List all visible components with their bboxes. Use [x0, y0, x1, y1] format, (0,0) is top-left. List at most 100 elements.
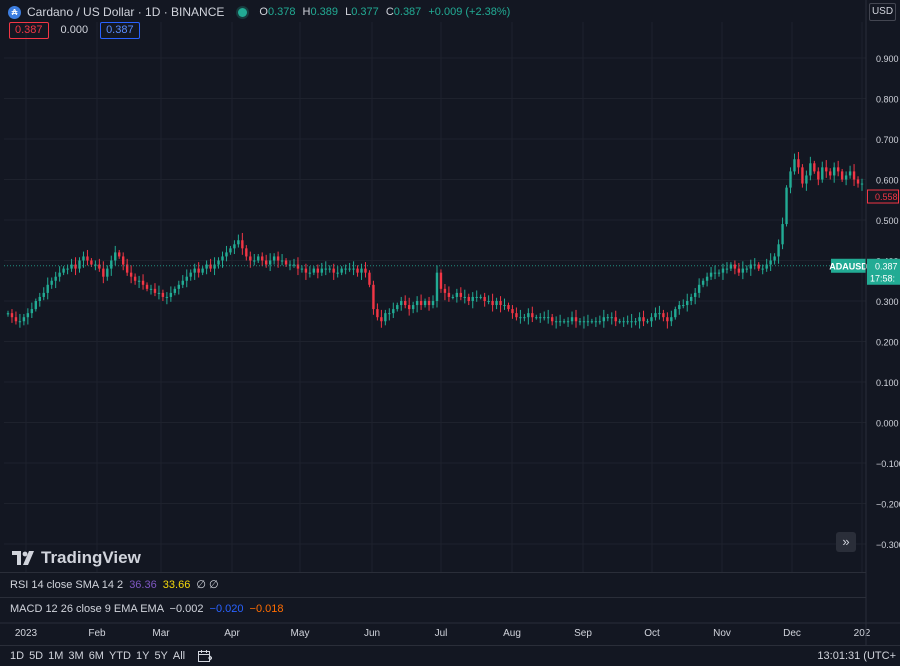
candle-body — [614, 317, 617, 322]
candle-body — [98, 264, 101, 269]
candle-body — [602, 317, 606, 322]
candle-body — [364, 268, 367, 273]
symbol-tag-bg — [831, 258, 866, 273]
candle-body — [634, 321, 637, 323]
candle-body — [840, 171, 844, 180]
candle-body — [507, 305, 510, 310]
candle-body — [622, 321, 625, 323]
candle-body — [598, 321, 602, 323]
last-price-label-bg — [867, 258, 900, 285]
candle-body — [356, 268, 359, 273]
candle-body — [336, 272, 339, 274]
candle-body — [193, 268, 196, 273]
period-1m[interactable]: 1M — [48, 650, 64, 662]
period-1y[interactable]: 1Y — [135, 650, 150, 662]
candle-body — [197, 268, 200, 273]
candle-body — [261, 256, 264, 261]
candle-body — [392, 309, 395, 314]
candle-body — [658, 313, 661, 315]
candle-body — [177, 284, 180, 289]
candle-body — [733, 264, 737, 269]
price-tick-label: 0.700 — [876, 135, 899, 145]
period-ytd[interactable]: YTD — [108, 650, 131, 662]
candle-body — [78, 260, 81, 269]
candle-body — [646, 321, 649, 323]
candle-body — [503, 305, 506, 307]
candle-body — [856, 179, 860, 184]
time-tick-label: Apr — [224, 628, 240, 639]
candle-body — [185, 276, 188, 281]
period-6m[interactable]: 6M — [88, 650, 104, 662]
candle-body — [797, 159, 800, 168]
candle-body — [153, 288, 157, 293]
scroll-to-realtime-button[interactable]: » — [836, 532, 856, 552]
candle-body — [284, 260, 288, 265]
market-status-icon[interactable] — [238, 7, 248, 17]
sell-price-chip[interactable]: 0.387 — [9, 22, 49, 39]
price-chart[interactable]: 0.9000.8000.7000.6000.5000.4000.3000.200… — [0, 0, 900, 645]
tradingview-logo[interactable]: TradingView — [12, 548, 141, 568]
candle-body — [288, 264, 292, 266]
timezone-clock[interactable]: 13:01:31 (UTC+ — [817, 650, 896, 662]
candle-body — [717, 272, 721, 274]
candle-body — [229, 248, 232, 253]
candle-body — [54, 276, 57, 281]
candle-body — [237, 240, 240, 245]
candle-body — [721, 268, 725, 273]
macd-value-2: −0.020 — [209, 603, 244, 615]
candle-body — [550, 317, 554, 322]
symbol-title[interactable]: Cardano / US Dollar · 1D · BINANCE — [27, 5, 225, 19]
candle-body — [801, 167, 804, 184]
candle-body — [181, 280, 184, 285]
macd-legend[interactable]: MACD 12 26 close 9 EMA EMA −0.002 −0.020… — [10, 603, 284, 615]
candle-body — [495, 301, 498, 306]
macd-value-3: −0.018 — [249, 603, 284, 615]
rsi-value: 36.36 — [129, 579, 157, 591]
candle-body — [94, 264, 97, 266]
candle-body — [22, 317, 26, 322]
candle-body — [320, 268, 323, 273]
macd-pane-divider[interactable] — [0, 597, 866, 598]
candle-body — [18, 321, 22, 323]
candle-body — [527, 313, 530, 318]
period-all[interactable]: All — [172, 650, 186, 662]
period-5d[interactable]: 5D — [29, 650, 44, 662]
candle-body — [539, 317, 542, 319]
candle-body — [110, 260, 113, 269]
calendar-icon[interactable] — [198, 650, 213, 662]
candle-body — [217, 260, 220, 265]
candle-body — [821, 167, 824, 180]
candle-body — [523, 317, 526, 319]
ohlc-values: O0.378 H0.389 L0.377 C0.387 +0.009 (+2.3… — [259, 6, 511, 18]
candle-body — [832, 167, 836, 176]
rsi-legend[interactable]: RSI 14 close SMA 14 2 36.36 33.66 ∅ ∅ — [10, 578, 219, 591]
candle-body — [233, 244, 236, 249]
candle-body — [264, 260, 268, 265]
candle-body — [435, 272, 439, 301]
candle-body — [427, 301, 431, 306]
candle-body — [431, 301, 435, 306]
candle-body — [650, 317, 653, 322]
candle-body — [6, 313, 10, 315]
period-5y[interactable]: 5Y — [154, 650, 168, 662]
candle-body — [562, 321, 566, 323]
candle-body — [380, 317, 383, 322]
period-3m[interactable]: 3M — [68, 650, 84, 662]
currency-selector[interactable]: USD — [869, 3, 896, 21]
candle-body — [86, 256, 89, 261]
candle-body — [674, 309, 677, 318]
candle-body — [384, 313, 387, 322]
candle-body — [125, 264, 129, 273]
candle-body — [26, 313, 30, 318]
candle-body — [118, 252, 121, 257]
rsi-pane-divider[interactable] — [0, 572, 866, 573]
period-1d[interactable]: 1D — [10, 650, 25, 662]
candle-body — [439, 272, 443, 289]
candle-body — [58, 272, 61, 277]
high-value: 0.389 — [310, 6, 339, 18]
candle-body — [280, 260, 284, 262]
buy-price-chip[interactable]: 0.387 — [100, 22, 140, 39]
symbol-legend[interactable]: ₳ Cardano / US Dollar · 1D · BINANCE O0.… — [8, 3, 514, 21]
candle-body — [626, 321, 629, 323]
trade-chips: 0.387 0.000 0.387 — [9, 22, 140, 39]
